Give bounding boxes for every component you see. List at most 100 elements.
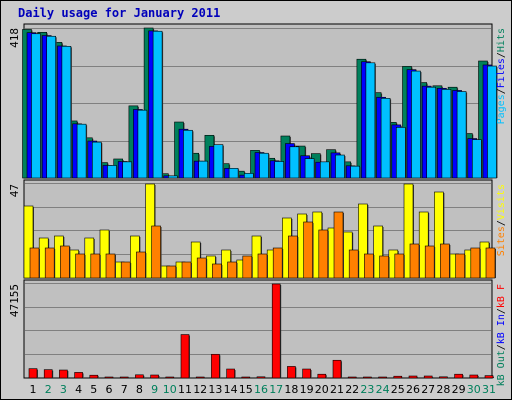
bottom-panel-bar-kb-f-day-24 (378, 376, 387, 379)
middle-panel-bar-sites-day-17 (272, 247, 283, 279)
middle-panel-bar-sites-day-8 (136, 251, 146, 279)
bottom-panel-bar-kb-f-day-3 (59, 369, 68, 379)
middle-panel-bar-sites-day-24 (379, 255, 389, 279)
middle-panel-bar-sites-day-10 (166, 265, 177, 279)
top-panel-bar-pages-day-13 (213, 144, 224, 179)
bottom-panel-bar-kb-f-day-9 (150, 374, 159, 379)
x-tick-label-day-2: 2 (45, 383, 52, 396)
top-panel-bar-pages-day-16 (259, 152, 269, 179)
top-panel-bar-pages-day-25 (395, 127, 406, 179)
top-panel-bar-pages-day-17 (274, 161, 285, 179)
bottom-panel-bar-kb-f-day-8 (135, 374, 144, 379)
bottom-panel-bar-kb-f-day-30 (469, 374, 479, 379)
bottom-panel-bar-kb-f-day-12 (195, 376, 205, 379)
x-tick-label-day-27: 27 (421, 383, 435, 396)
middle-panel-bar-sites-day-7 (120, 261, 131, 279)
legend-item-files: Files (496, 58, 507, 88)
bottom-panel-bar-kb-f-day-2 (43, 369, 53, 379)
legend-item-sites: Sites (496, 226, 507, 256)
top-panel-bar-pages-day-6 (107, 165, 117, 179)
bottom-panel-bar-kb-f-day-13 (211, 353, 220, 379)
middle-panel-bar-visits-day-24 (373, 225, 383, 279)
legend-separator: / (496, 220, 507, 226)
middle-panel-bar-sites-day-30 (470, 247, 481, 279)
top-panel-bar-pages-day-29 (456, 91, 467, 179)
middle-panel-bar-sites-day-25 (394, 253, 405, 279)
top-panel-bar-pages-day-23 (365, 62, 376, 179)
x-tick-label-day-15: 15 (239, 383, 253, 396)
x-tick-label-day-19: 19 (300, 383, 314, 396)
bottom-panel-bar-kb-f-day-25 (393, 375, 403, 379)
middle-panel-legend: Sites/Visits (496, 184, 507, 256)
legend-item-visits: Visits (496, 184, 507, 220)
x-tick-label-day-1: 1 (30, 383, 37, 396)
middle-panel-bar-sites-day-15 (242, 255, 253, 279)
x-tick-label-day-8: 8 (136, 383, 143, 396)
middle-panel-ytick-max: 47 (8, 184, 21, 197)
legend-separator: / (496, 88, 507, 94)
top-panel-bar-pages-day-28 (441, 89, 452, 179)
top-panel-bar-pages-day-19 (304, 158, 315, 179)
x-tick-label-day-25: 25 (391, 383, 405, 396)
bottom-panel-bar-kb-f-day-22 (347, 376, 357, 379)
middle-panel-bar-visits-day-26 (403, 183, 414, 279)
top-panel-bar-pages-day-18 (289, 146, 300, 179)
legend-item-hits: Hits (496, 28, 507, 52)
x-tick-label-day-31: 31 (482, 383, 496, 396)
top-panel-bar-pages-day-1 (31, 33, 41, 179)
x-tick-label-day-13: 13 (208, 383, 222, 396)
legend-item-kb-in: kB In (496, 314, 507, 344)
top-panel-bar-pages-day-20 (319, 161, 330, 179)
top-panel-bar-pages-day-8 (137, 109, 148, 179)
x-tick-label-day-9: 9 (151, 383, 158, 396)
bottom-panel-bar-kb-f-day-7 (119, 376, 129, 379)
x-tick-label-day-24: 24 (376, 383, 390, 396)
x-tick-label-day-23: 23 (360, 383, 374, 396)
bottom-panel-bar-kb-f-day-17 (271, 283, 281, 379)
middle-panel-bar-sites-day-1 (29, 247, 40, 279)
x-tick-label-day-12: 12 (193, 383, 207, 396)
middle-panel-bar-sites-day-4 (75, 253, 85, 279)
middle-panel-bar-sites-day-31 (485, 247, 496, 279)
bottom-panel-bar-kb-f-day-11 (180, 334, 190, 379)
legend-separator: / (496, 344, 507, 350)
middle-panel-bar-sites-day-21 (333, 211, 344, 279)
legend-item-kb-f: kB F (496, 284, 507, 308)
x-tick-label-day-17: 17 (269, 383, 283, 396)
bottom-panel-plot-area (23, 279, 493, 379)
top-panel-bar-pages-day-24 (380, 98, 391, 179)
bottom-panel-bar-kb-f-day-5 (89, 374, 99, 379)
top-panel-bar-pages-day-21 (335, 154, 345, 179)
middle-panel-bar-sites-day-22 (348, 249, 359, 279)
bottom-panel-bar-kb-f-day-28 (439, 376, 448, 379)
chart-title: Daily usage for January 2011 (18, 6, 221, 20)
middle-panel-bar-sites-day-28 (440, 243, 450, 279)
x-tick-label-day-30: 30 (467, 383, 481, 396)
bottom-panel-bar-kb-f-day-19 (302, 368, 311, 379)
bottom-panel-bar-kb-f-day-6 (104, 376, 114, 379)
bottom-panel-bar-kb-f-day-14 (226, 368, 235, 379)
legend-separator: / (496, 308, 507, 314)
x-tick-label-day-11: 11 (178, 383, 192, 396)
bottom-panel-bar-kb-f-day-18 (287, 366, 296, 379)
middle-panel-bar-sites-day-14 (227, 261, 237, 279)
x-tick-label-day-14: 14 (224, 383, 238, 396)
middle-panel-bar-sites-day-9 (151, 225, 161, 279)
x-tick-label-day-10: 10 (163, 383, 177, 396)
top-panel-bar-pages-day-5 (92, 141, 102, 179)
top-panel-legend: Pages/Files/Hits (496, 28, 507, 124)
top-panel-bar-pages-day-15 (244, 173, 254, 179)
middle-panel-bar-sites-day-26 (409, 243, 420, 279)
x-tick-label-day-5: 5 (90, 383, 97, 396)
x-tick-label-day-4: 4 (75, 383, 82, 396)
top-panel-bar-pages-day-14 (228, 168, 239, 179)
middle-panel-bar-sites-day-18 (288, 235, 298, 279)
middle-panel-bar-sites-day-19 (303, 221, 313, 279)
top-panel-bar-pages-day-3 (61, 46, 72, 179)
middle-panel-bar-sites-day-16 (257, 253, 268, 279)
middle-panel-bar-sites-day-29 (455, 253, 465, 279)
bottom-panel-bar-kb-f-day-27 (423, 375, 433, 379)
middle-panel-bar-sites-day-5 (90, 253, 101, 279)
bottom-panel-bar-kb-f-day-15 (241, 376, 251, 379)
